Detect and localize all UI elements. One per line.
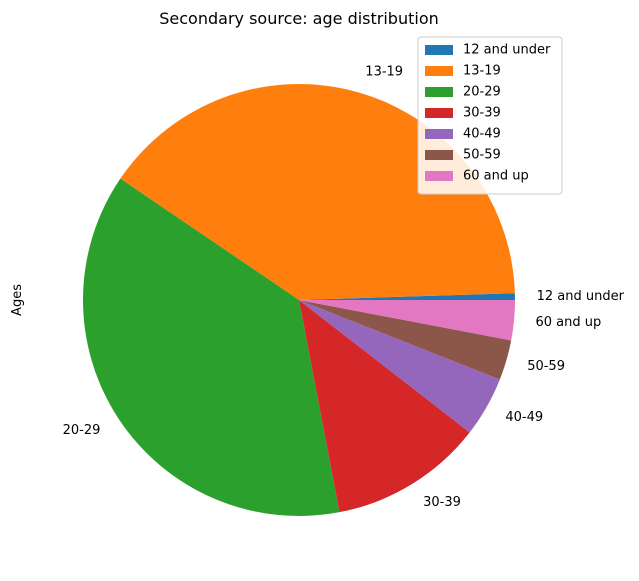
pie-slice-30-39 <box>299 300 470 513</box>
legend-swatch-12-and-under <box>425 45 453 55</box>
y-axis-label: Ages <box>10 284 25 316</box>
legend-label-30-39: 30-39 <box>463 106 501 121</box>
pie-slice-40-49 <box>299 300 500 433</box>
slice-label-50-59: 50-59 <box>527 359 565 374</box>
legend-label-50-59: 50-59 <box>463 148 501 163</box>
pie-slice-13-19 <box>120 84 515 300</box>
legend: 12 and under 13-19 20-29 30-39 40-49 50-59 60 … <box>417 36 563 195</box>
legend-swatch-20-29 <box>425 87 453 97</box>
pie-slices <box>83 84 515 516</box>
slice-label-60-and-up: 60 and up <box>536 315 602 330</box>
legend-swatch-40-49 <box>425 129 453 139</box>
legend-label-60-and-up: 60 and up <box>463 169 529 184</box>
legend-swatch-50-59 <box>425 150 453 160</box>
legend-box <box>417 36 563 195</box>
legend-swatch-13-19 <box>425 66 453 76</box>
pie-slice-12-and-under <box>299 293 515 300</box>
chart-title: Secondary source: age distribution <box>159 9 439 28</box>
legend-swatch-30-39 <box>425 108 453 118</box>
slice-label-12-and-under: 12 and under <box>537 289 625 304</box>
slice-label-20-29: 20-29 <box>63 423 101 438</box>
slice-label-13-19: 13-19 <box>365 64 403 79</box>
legend-label-13-19: 13-19 <box>463 64 501 79</box>
pie-slice-labels: 12 and under 13-19 20-29 30-39 40-49 50-59 60 … <box>63 64 625 510</box>
pie-slice-50-59 <box>299 300 512 380</box>
legend-swatch-60-and-up <box>425 171 453 181</box>
legend-label-20-29: 20-29 <box>463 85 501 100</box>
slice-label-40-49: 40-49 <box>505 410 543 425</box>
slice-label-30-39: 30-39 <box>423 495 461 510</box>
pie-slice-20-29 <box>83 178 340 516</box>
legend-label-12-and-under: 12 and under <box>463 43 551 58</box>
legend-label-40-49: 40-49 <box>463 127 501 142</box>
pie-slice-60-and-up <box>299 300 515 341</box>
